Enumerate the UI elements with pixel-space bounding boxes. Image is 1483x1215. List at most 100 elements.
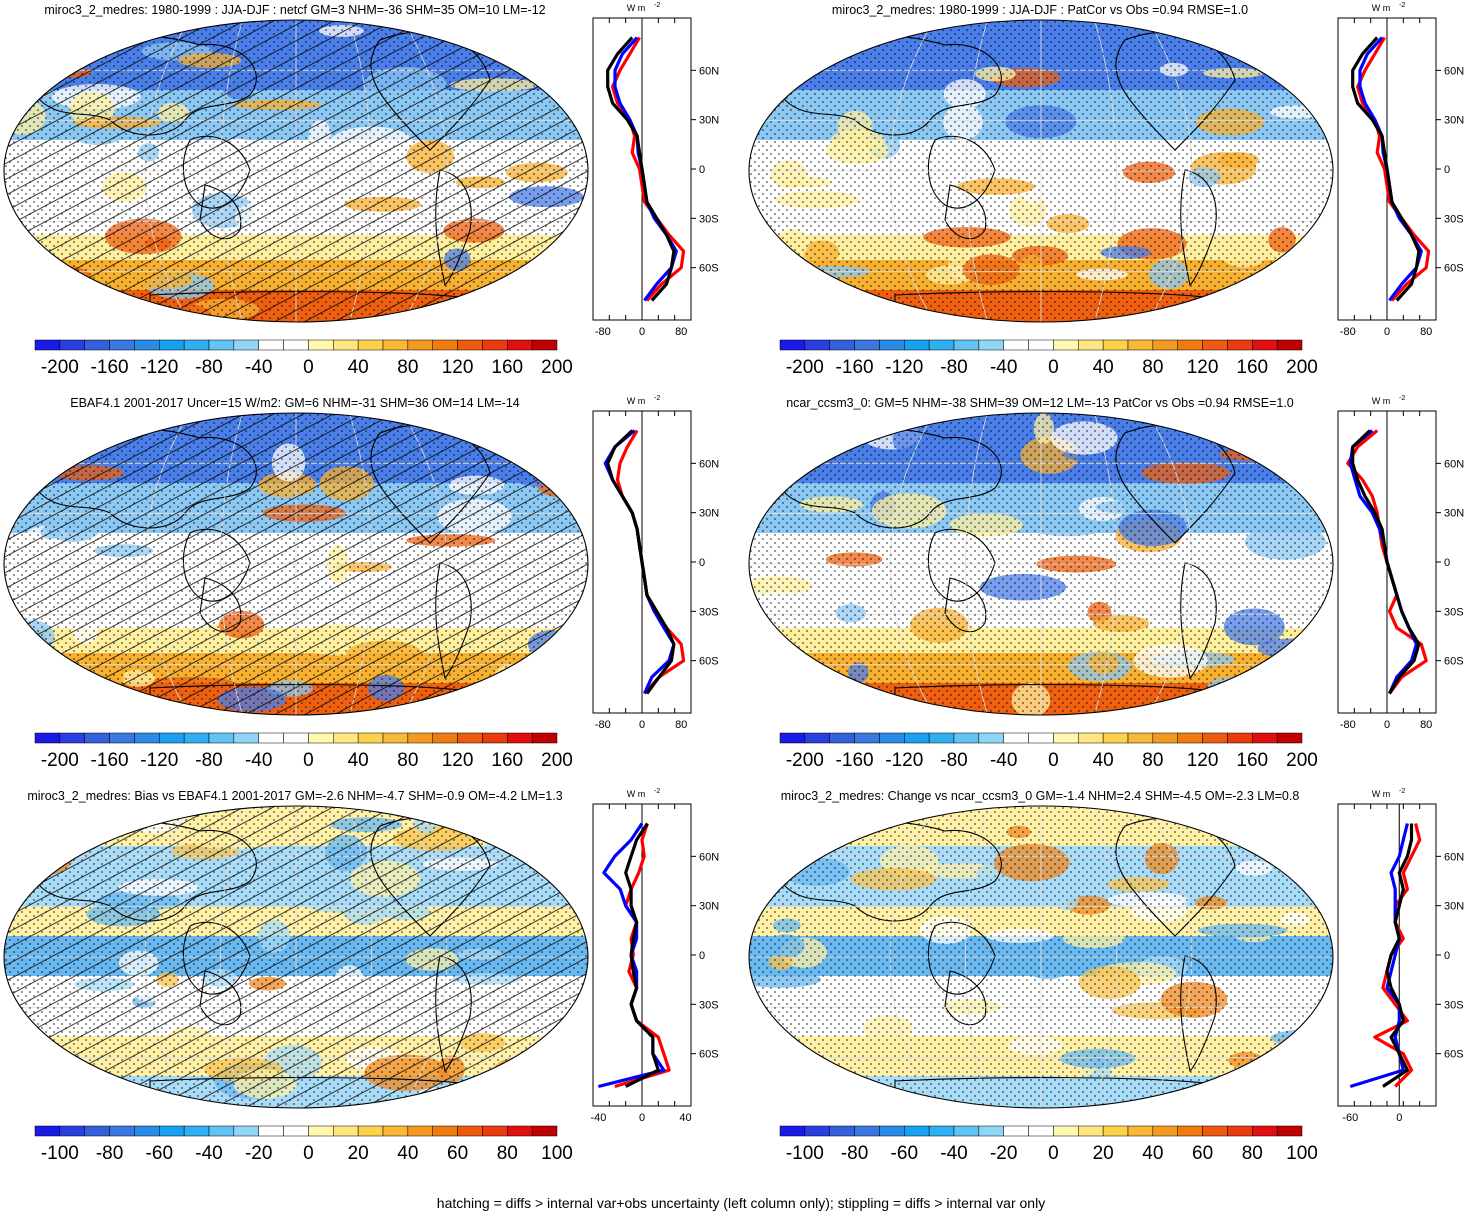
colorbar-label: 80 [497,1143,518,1164]
colorbar-swatch [357,339,384,351]
hatching [4,413,588,715]
colorbar-label: 40 [1093,750,1114,771]
panel-5: miroc3_2_medres: Bias vs EBAF4.1 2001-20… [3,788,719,1164]
colorbar-swatch [1053,1125,1079,1137]
colorbar-swatch [457,339,483,351]
colorbar-swatch [804,732,830,744]
profile-xtick-label: -80 [1340,719,1356,731]
colorbar-swatch [308,339,334,351]
colorbar-swatch [1177,1125,1203,1137]
colorbar-label: 200 [1286,357,1318,378]
colorbar-swatch [879,1125,905,1137]
colorbar-swatch [1202,732,1228,744]
colorbar-label: 160 [491,750,523,771]
colorbar-swatch [134,1125,160,1137]
colorbar-swatch [34,732,61,744]
profile-xtick-label: 80 [675,326,687,338]
colorbar-swatch [1227,339,1253,351]
colorbar-swatch [1276,1125,1303,1137]
colorbar-label: 40 [1093,357,1114,378]
map-border [3,19,589,323]
colorbar-swatch [531,1125,558,1137]
colorbar-swatch [1276,732,1303,744]
colorbar-label: 200 [541,357,573,378]
profile-unit-label: W m [627,396,646,406]
colorbar-swatch [407,732,433,744]
colorbar-label: 160 [1236,357,1268,378]
stippling [749,413,1333,715]
colorbar-label: 20 [1093,1143,1114,1164]
colorbar-swatch [854,1125,880,1137]
colorbar-swatch [953,339,980,351]
colorbar-swatch [1177,339,1203,351]
profile-frame [1337,803,1437,1107]
map-patch [749,661,799,697]
colorbar-swatch [1127,339,1154,351]
map-patch [525,678,588,708]
colorbar-swatch [531,732,558,744]
colorbar-label: -200 [41,750,79,771]
colorbar-swatch [1028,1125,1054,1137]
map-patch [441,307,496,322]
colorbar-swatch [407,1125,433,1137]
colorbar-swatch [109,732,135,744]
profile-xtick-label: 0 [1396,1112,1402,1124]
lat-label: 0 [699,557,705,569]
lat-label: 0 [1444,164,1450,176]
colorbar-label: -120 [140,357,178,378]
colorbar-swatch [183,1125,210,1137]
lat-label: 60S [699,656,719,668]
profile-xtick-label: 80 [1420,719,1432,731]
colorbar-swatch [482,1125,508,1137]
colorbar-label: -20 [245,1143,272,1164]
colorbar-swatch [854,732,880,744]
lat-label: 30S [1444,606,1464,618]
profile-unit-exponent: -2 [654,788,660,795]
colorbar-label: 120 [442,357,474,378]
colorbar-swatch [829,339,855,351]
colorbar-swatch [84,732,110,744]
map-border [748,19,1334,323]
profile-unit-exponent: -2 [1399,395,1405,402]
map [749,20,1333,322]
colorbar-label: 120 [1187,357,1219,378]
colorbar-label: -160 [91,357,129,378]
lat-label: 60N [1444,458,1464,470]
colorbar-label: -40 [990,750,1017,771]
colorbar-swatch [1127,732,1154,744]
colorbar-label: -40 [940,1143,967,1164]
lat-label: 0 [699,950,705,962]
profile-series-1 [614,822,671,1089]
figure-footnote: hatching = diffs > internal var+obs unce… [437,1195,1045,1211]
colorbar-swatch [233,732,259,744]
hatching [4,806,588,1108]
profile-unit-label: W m [1372,396,1391,406]
colorbar-label: -80 [940,750,967,771]
colorbar-swatch [308,1125,334,1137]
colorbar-swatch [159,732,185,744]
lat-label: 30S [1444,213,1464,225]
colorbar-label: 80 [1242,1143,1263,1164]
lat-label: 0 [1444,557,1450,569]
colorbar-swatch [208,1125,235,1137]
colorbar-label: -20 [990,1143,1017,1164]
map [749,806,1333,1108]
colorbar-swatch [208,339,235,351]
map-patch [63,295,112,311]
colorbar-swatch [904,1125,930,1137]
colorbar-swatch [507,339,533,351]
stippling [749,806,1333,1108]
colorbar-label: -60 [146,1143,173,1164]
lat-label: 60N [1444,851,1464,863]
colorbar-swatch [233,1125,259,1137]
colorbar-swatch [134,732,160,744]
colorbar-label: 80 [397,750,418,771]
colorbar-label: -80 [195,357,222,378]
colorbar-swatch [1102,732,1129,744]
colorbar-label: -120 [140,750,178,771]
colorbar-swatch [482,339,508,351]
colorbar-swatch [953,1125,980,1137]
map-patch [439,413,507,429]
colorbar-swatch [829,732,855,744]
colorbar-label: 0 [1048,1143,1059,1164]
